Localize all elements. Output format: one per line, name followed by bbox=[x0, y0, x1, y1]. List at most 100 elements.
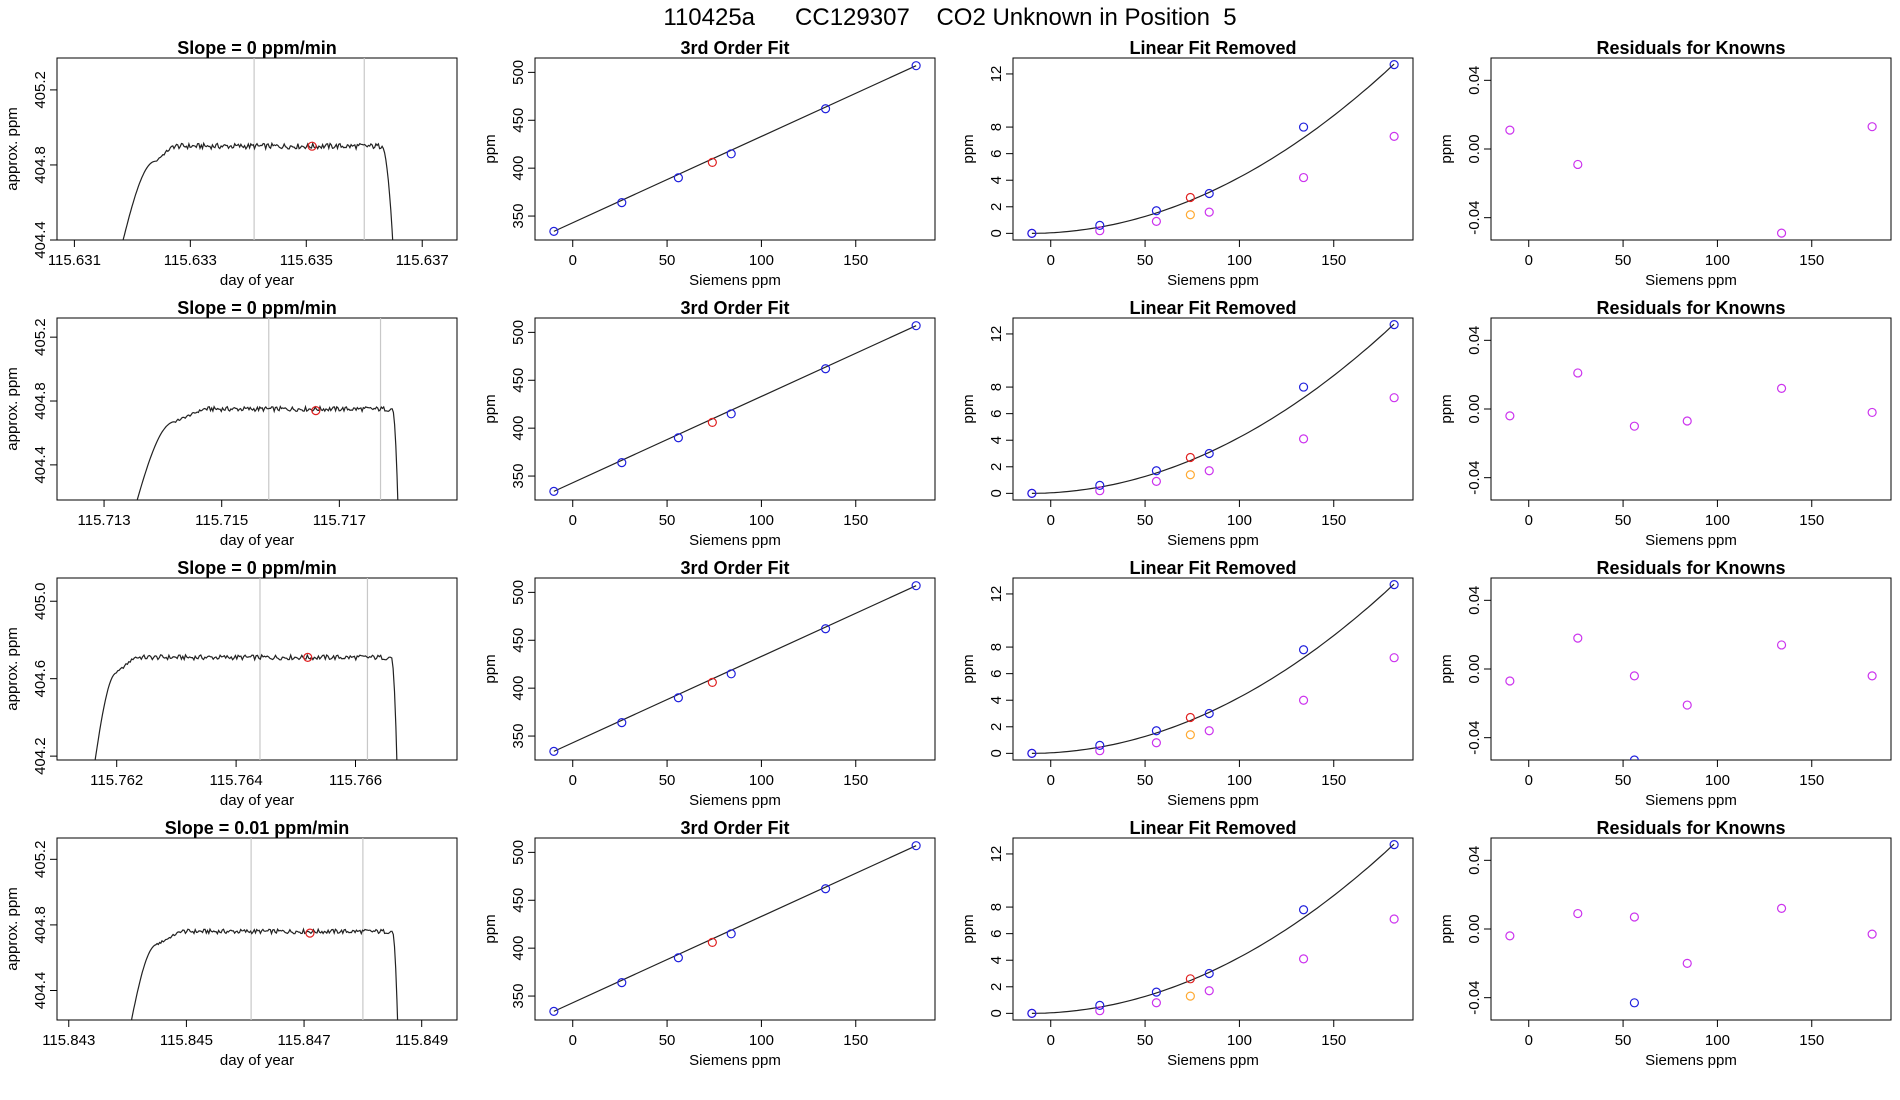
y-axis-label: ppm bbox=[960, 654, 977, 683]
known-point bbox=[1151, 206, 1161, 216]
y-tick-label: 404.4 bbox=[32, 221, 49, 259]
known-point bbox=[1151, 987, 1161, 997]
known-point bbox=[1095, 740, 1105, 750]
plot-area bbox=[130, 838, 399, 1020]
known-removed-point bbox=[1389, 131, 1399, 141]
known-point bbox=[1204, 968, 1214, 979]
y-tick-label: 404.6 bbox=[32, 660, 49, 698]
y-tick-label: 6 bbox=[988, 929, 1005, 937]
unknown-removed-point bbox=[1185, 991, 1195, 1001]
x-tick-label: 100 bbox=[1227, 1032, 1252, 1049]
y-tick-label: 8 bbox=[988, 383, 1005, 391]
known-point bbox=[1389, 320, 1399, 330]
x-tick-label: 115.713 bbox=[78, 512, 131, 529]
known-point bbox=[726, 149, 736, 159]
x-tick-label: 0 bbox=[569, 512, 577, 529]
unknown-point bbox=[1185, 974, 1195, 984]
known-removed-point bbox=[1151, 738, 1161, 748]
residual-point bbox=[1867, 671, 1877, 681]
plot-frame bbox=[1012, 57, 1414, 241]
y-tick-label: 8 bbox=[988, 643, 1005, 651]
y-tick-label: 0 bbox=[988, 749, 1005, 757]
x-tick-label: 115.843 bbox=[42, 1032, 95, 1049]
known-point bbox=[1204, 708, 1214, 719]
known-point bbox=[549, 226, 559, 236]
x-tick-label: 115.762 bbox=[90, 772, 143, 789]
y-tick-label: -0.04 bbox=[1466, 981, 1483, 1015]
chart-title: 3rd Order Fit bbox=[680, 558, 789, 578]
panel-r1-res: Residuals for Knowns 0 50 100 150 -0.04 0.00 0.… bbox=[1438, 38, 1892, 289]
y-tick-label: 6 bbox=[988, 669, 1005, 677]
known-point bbox=[1027, 1008, 1037, 1018]
curvature-curve bbox=[1031, 843, 1395, 1014]
x-tick-label: 50 bbox=[1137, 512, 1154, 529]
panel-r2-time: Slope = 0 ppm/min 115.713 115.715 115.717 40… bbox=[4, 298, 458, 549]
curvature-curve bbox=[1031, 583, 1395, 754]
x-axis-label: Siemens ppm bbox=[689, 272, 781, 289]
y-tick-label: 6 bbox=[988, 149, 1005, 157]
x-tick-label: 50 bbox=[1615, 1032, 1632, 1049]
y-tick-label: 6 bbox=[988, 409, 1005, 417]
plot-area bbox=[1027, 320, 1399, 498]
known-removed-point bbox=[1298, 434, 1309, 444]
chart-title: Linear Fit Removed bbox=[1129, 38, 1296, 58]
unknown-point bbox=[707, 937, 717, 948]
known-removed-point bbox=[1298, 695, 1309, 705]
plot-area bbox=[1505, 122, 1877, 238]
known-point bbox=[1095, 1000, 1105, 1010]
x-tick-label: 115.766 bbox=[329, 772, 382, 789]
known-residual-point bbox=[1629, 755, 1639, 760]
y-tick-label: 12 bbox=[988, 66, 1005, 83]
y-axis-label: ppm bbox=[960, 394, 977, 423]
plot-frame bbox=[1490, 57, 1892, 241]
known-removed-point bbox=[1204, 986, 1214, 996]
residual-point bbox=[1682, 958, 1692, 968]
residual-point bbox=[1629, 912, 1639, 922]
known-point bbox=[1298, 645, 1309, 655]
known-point bbox=[673, 693, 683, 703]
known-residual-point bbox=[1629, 998, 1639, 1008]
known-point bbox=[617, 458, 627, 468]
known-point bbox=[549, 1006, 559, 1016]
y-tick-label: 0.00 bbox=[1466, 394, 1483, 423]
known-point bbox=[673, 173, 683, 183]
y-axis-label: ppm bbox=[1438, 134, 1455, 163]
residual-point bbox=[1573, 908, 1583, 919]
chart-title: Linear Fit Removed bbox=[1129, 818, 1296, 838]
x-tick-label: 0 bbox=[569, 252, 577, 269]
panel-r4-cubic: 3rd Order Fit 0 50 100 150 350 400 450 500 Siemen… bbox=[482, 818, 936, 1069]
known-point bbox=[1298, 122, 1309, 132]
panel-r3-res: Residuals for Knowns 0 50 100 150 -0.04 0.00 0.… bbox=[1438, 558, 1892, 809]
y-axis-label: ppm bbox=[1438, 654, 1455, 683]
panel-r4-time: Slope = 0.01 ppm/min 115.843 115.845 115.84… bbox=[4, 818, 458, 1069]
x-axis-label: day of year bbox=[220, 1052, 294, 1069]
x-tick-label: 100 bbox=[1705, 1032, 1730, 1049]
residual-point bbox=[1573, 368, 1583, 378]
x-tick-label: 0 bbox=[569, 1032, 577, 1049]
x-tick-label: 150 bbox=[843, 252, 868, 269]
y-tick-label: 2 bbox=[988, 983, 1005, 991]
unknown-marker bbox=[305, 928, 315, 938]
plot-frame bbox=[1490, 837, 1892, 1021]
chart-title: Slope = 0 ppm/min bbox=[177, 298, 337, 318]
y-tick-label: 500 bbox=[510, 580, 527, 605]
x-tick-label: 100 bbox=[1227, 772, 1252, 789]
y-axis-label: approx. ppm bbox=[4, 887, 21, 970]
known-point bbox=[1027, 488, 1037, 498]
panel-r4-lin: Linear Fit Removed 0 50 100 150 0 2 4 6 8 12 Siemen… bbox=[960, 818, 1414, 1069]
chart-title: Residuals for Knowns bbox=[1596, 558, 1785, 578]
y-tick-label: 400 bbox=[510, 936, 527, 961]
known-point bbox=[1298, 382, 1309, 392]
panel-r2-cubic: 3rd Order Fit 0 50 100 150 350 400 450 500 Siemen… bbox=[482, 298, 936, 549]
known-point bbox=[820, 884, 831, 894]
plot-frame bbox=[534, 837, 936, 1021]
x-tick-label: 115.631 bbox=[48, 252, 101, 269]
y-tick-label: 2 bbox=[988, 203, 1005, 211]
y-axis-label: ppm bbox=[960, 134, 977, 163]
plot-area bbox=[1505, 368, 1877, 431]
y-axis-label: ppm bbox=[1438, 914, 1455, 943]
residual-point bbox=[1867, 122, 1877, 132]
residual-point bbox=[1505, 931, 1515, 941]
known-removed-point bbox=[1095, 746, 1105, 756]
residual-point bbox=[1573, 159, 1583, 170]
